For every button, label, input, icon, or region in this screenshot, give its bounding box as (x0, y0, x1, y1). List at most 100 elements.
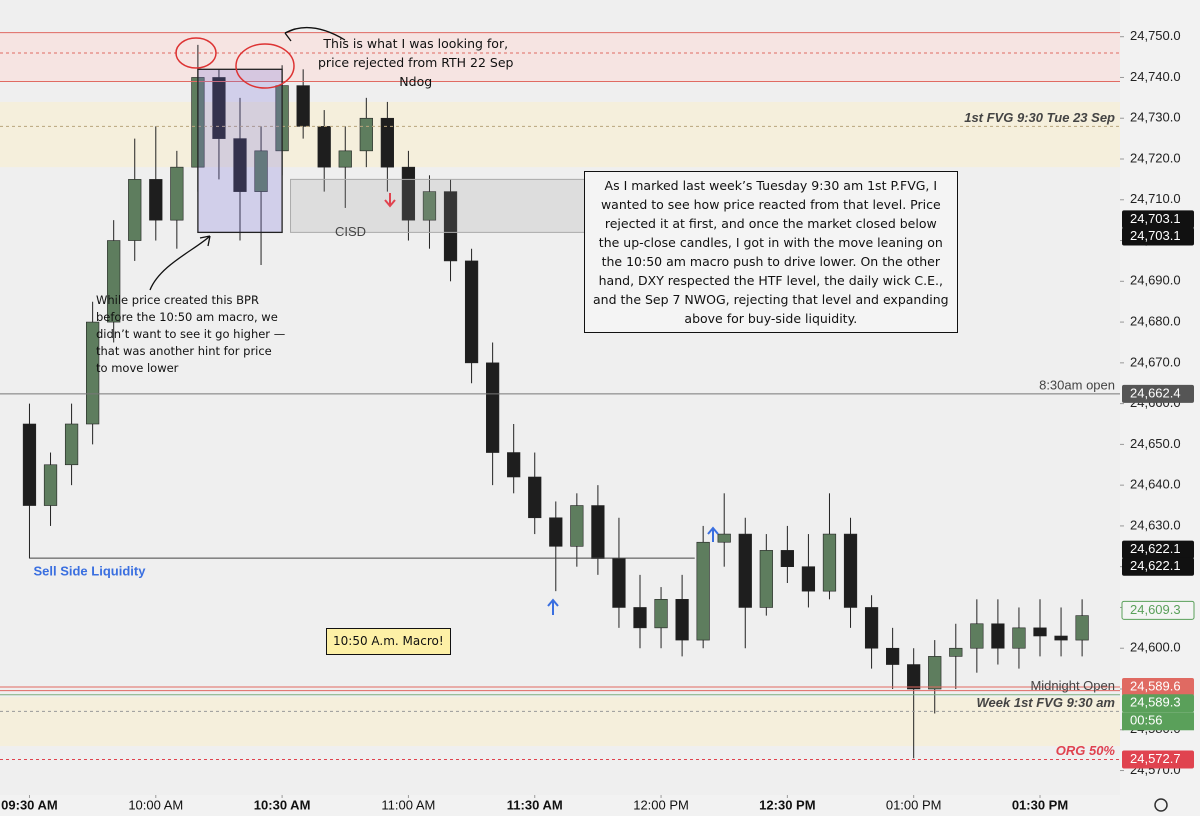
candle-body (317, 126, 331, 168)
candle-body (380, 117, 394, 168)
y-tick-label: 24,650.0 (1130, 436, 1181, 451)
candle-body (549, 517, 563, 547)
y-tick-label: 24,670.0 (1130, 354, 1181, 369)
pointer-arrow (284, 27, 346, 42)
note-line: As I marked last week’s Tuesday 9:30 am … (604, 178, 938, 193)
candle-body (233, 138, 247, 192)
candle-body (149, 179, 163, 221)
candle-body (86, 321, 100, 425)
note-line: didn’t want to see it go higher — (96, 327, 286, 341)
note-line: above for buy-side liquidity. (684, 311, 858, 326)
x-tick-label: 09:30 AM (1, 797, 58, 812)
candle-body (359, 117, 373, 152)
note-line: wanted to see how price reacted from tha… (600, 197, 941, 212)
level-label: ORG 50% (1056, 743, 1116, 758)
pointer-arrow (149, 235, 211, 291)
candle-body (338, 150, 352, 168)
countdown: 00:56 (1130, 713, 1163, 728)
note-line: before the 10:50 am macro, we (96, 310, 278, 324)
y-tick-label: 24,600.0 (1130, 640, 1181, 655)
bpr-note: While price created this BPR before the 1… (96, 292, 285, 377)
candle-body (254, 150, 268, 192)
candle-body (1075, 615, 1089, 641)
x-tick-label: 12:30 PM (759, 797, 815, 812)
price-badge-label: 24,662.4 (1130, 385, 1181, 400)
candle-body (170, 166, 184, 221)
y-tick-label: 24,750.0 (1130, 28, 1181, 43)
price-badge-label: 24,589.3 (1130, 695, 1181, 710)
settings-icon[interactable] (1154, 798, 1168, 812)
sell-side-label: Sell Side Liquidity (33, 564, 146, 579)
price-badge-label: 24,622.1 (1130, 541, 1181, 556)
price-badge (1122, 540, 1194, 559)
down-arrow (384, 193, 396, 208)
x-tick-label: 12:00 PM (633, 797, 689, 812)
candle-body (22, 423, 37, 506)
candle-body (970, 623, 984, 649)
y-tick-label: 24,730.0 (1130, 110, 1181, 125)
price-badge (1122, 677, 1194, 696)
candle-body (801, 566, 816, 592)
candle-body (1033, 627, 1047, 637)
candle-body (64, 423, 79, 466)
candle-body (886, 647, 900, 665)
price-badge-label: 24,703.1 (1130, 211, 1181, 226)
candle-body (296, 85, 310, 127)
note-line: the 10:50 am macro push to drive lower. … (601, 254, 940, 269)
x-tick-label: 01:00 PM (886, 797, 942, 812)
y-tick-label: 24,640.0 (1130, 477, 1181, 492)
highlight-circle (175, 37, 217, 69)
note-line: Ndog (399, 74, 433, 89)
level-label: Midnight Open (1030, 678, 1115, 693)
candle-body (696, 541, 710, 641)
candle-body (843, 533, 858, 608)
level-label: Week 1st FVG 9:30 am (977, 695, 1116, 710)
candle-body (738, 533, 752, 608)
y-tick-label: 24,630.0 (1130, 517, 1181, 532)
candle-body (107, 240, 121, 323)
candle-body (43, 464, 58, 506)
price-badge (1122, 557, 1194, 576)
candle-body (675, 599, 689, 641)
zone (0, 697, 1120, 747)
price-badge (1122, 384, 1194, 403)
note-line: and the Sep 7 NWOG, rejecting that level… (593, 292, 949, 307)
y-tick-label: 24,680.0 (1130, 314, 1181, 329)
price-badge (1122, 750, 1194, 769)
macro-label: 10:50 A.m. Macro! (326, 628, 451, 655)
y-tick-label: 24,720.0 (1130, 150, 1181, 165)
candle-body (717, 533, 731, 543)
note-line: rejected it at first, and once the marke… (604, 216, 937, 231)
candle-body (633, 607, 647, 629)
note-line: While price created this BPR (96, 293, 259, 307)
candle-body (443, 191, 458, 262)
up-arrow (707, 526, 719, 542)
bpr-box (197, 68, 283, 234)
y-tick-label: 24,740.0 (1130, 69, 1181, 84)
macro-text: 10:50 A.m. Macro! (333, 634, 444, 648)
candle-body (612, 558, 626, 608)
countdown-bg (1122, 712, 1194, 731)
candle-body (1054, 635, 1068, 641)
candle-body (759, 550, 773, 608)
price-badge-label: 24,703.1 (1130, 228, 1181, 243)
x-tick-label: 01:30 PM (1012, 797, 1068, 812)
level-label: 8:30am open (1039, 377, 1115, 392)
price-badge-label: 24,572.7 (1130, 751, 1181, 766)
candle-body (1012, 627, 1026, 649)
zone (0, 101, 1120, 168)
cisd-label: CISD (335, 224, 366, 239)
price-badge (1122, 210, 1194, 229)
candle-body (128, 179, 142, 241)
price-badge-label: 24,622.1 (1130, 558, 1181, 573)
main-note: As I marked last week’s Tuesday 9:30 am … (584, 171, 958, 333)
price-badge (1121, 600, 1195, 620)
highlight-circle (235, 43, 295, 89)
price-badge-label: 24,589.6 (1130, 678, 1181, 693)
cisd-box (290, 178, 586, 233)
candle-body (422, 191, 437, 221)
x-tick-label: 10:30 AM (254, 797, 311, 812)
note-line: the up-close candles, I got in with the … (598, 235, 943, 250)
candle-body (907, 664, 921, 690)
